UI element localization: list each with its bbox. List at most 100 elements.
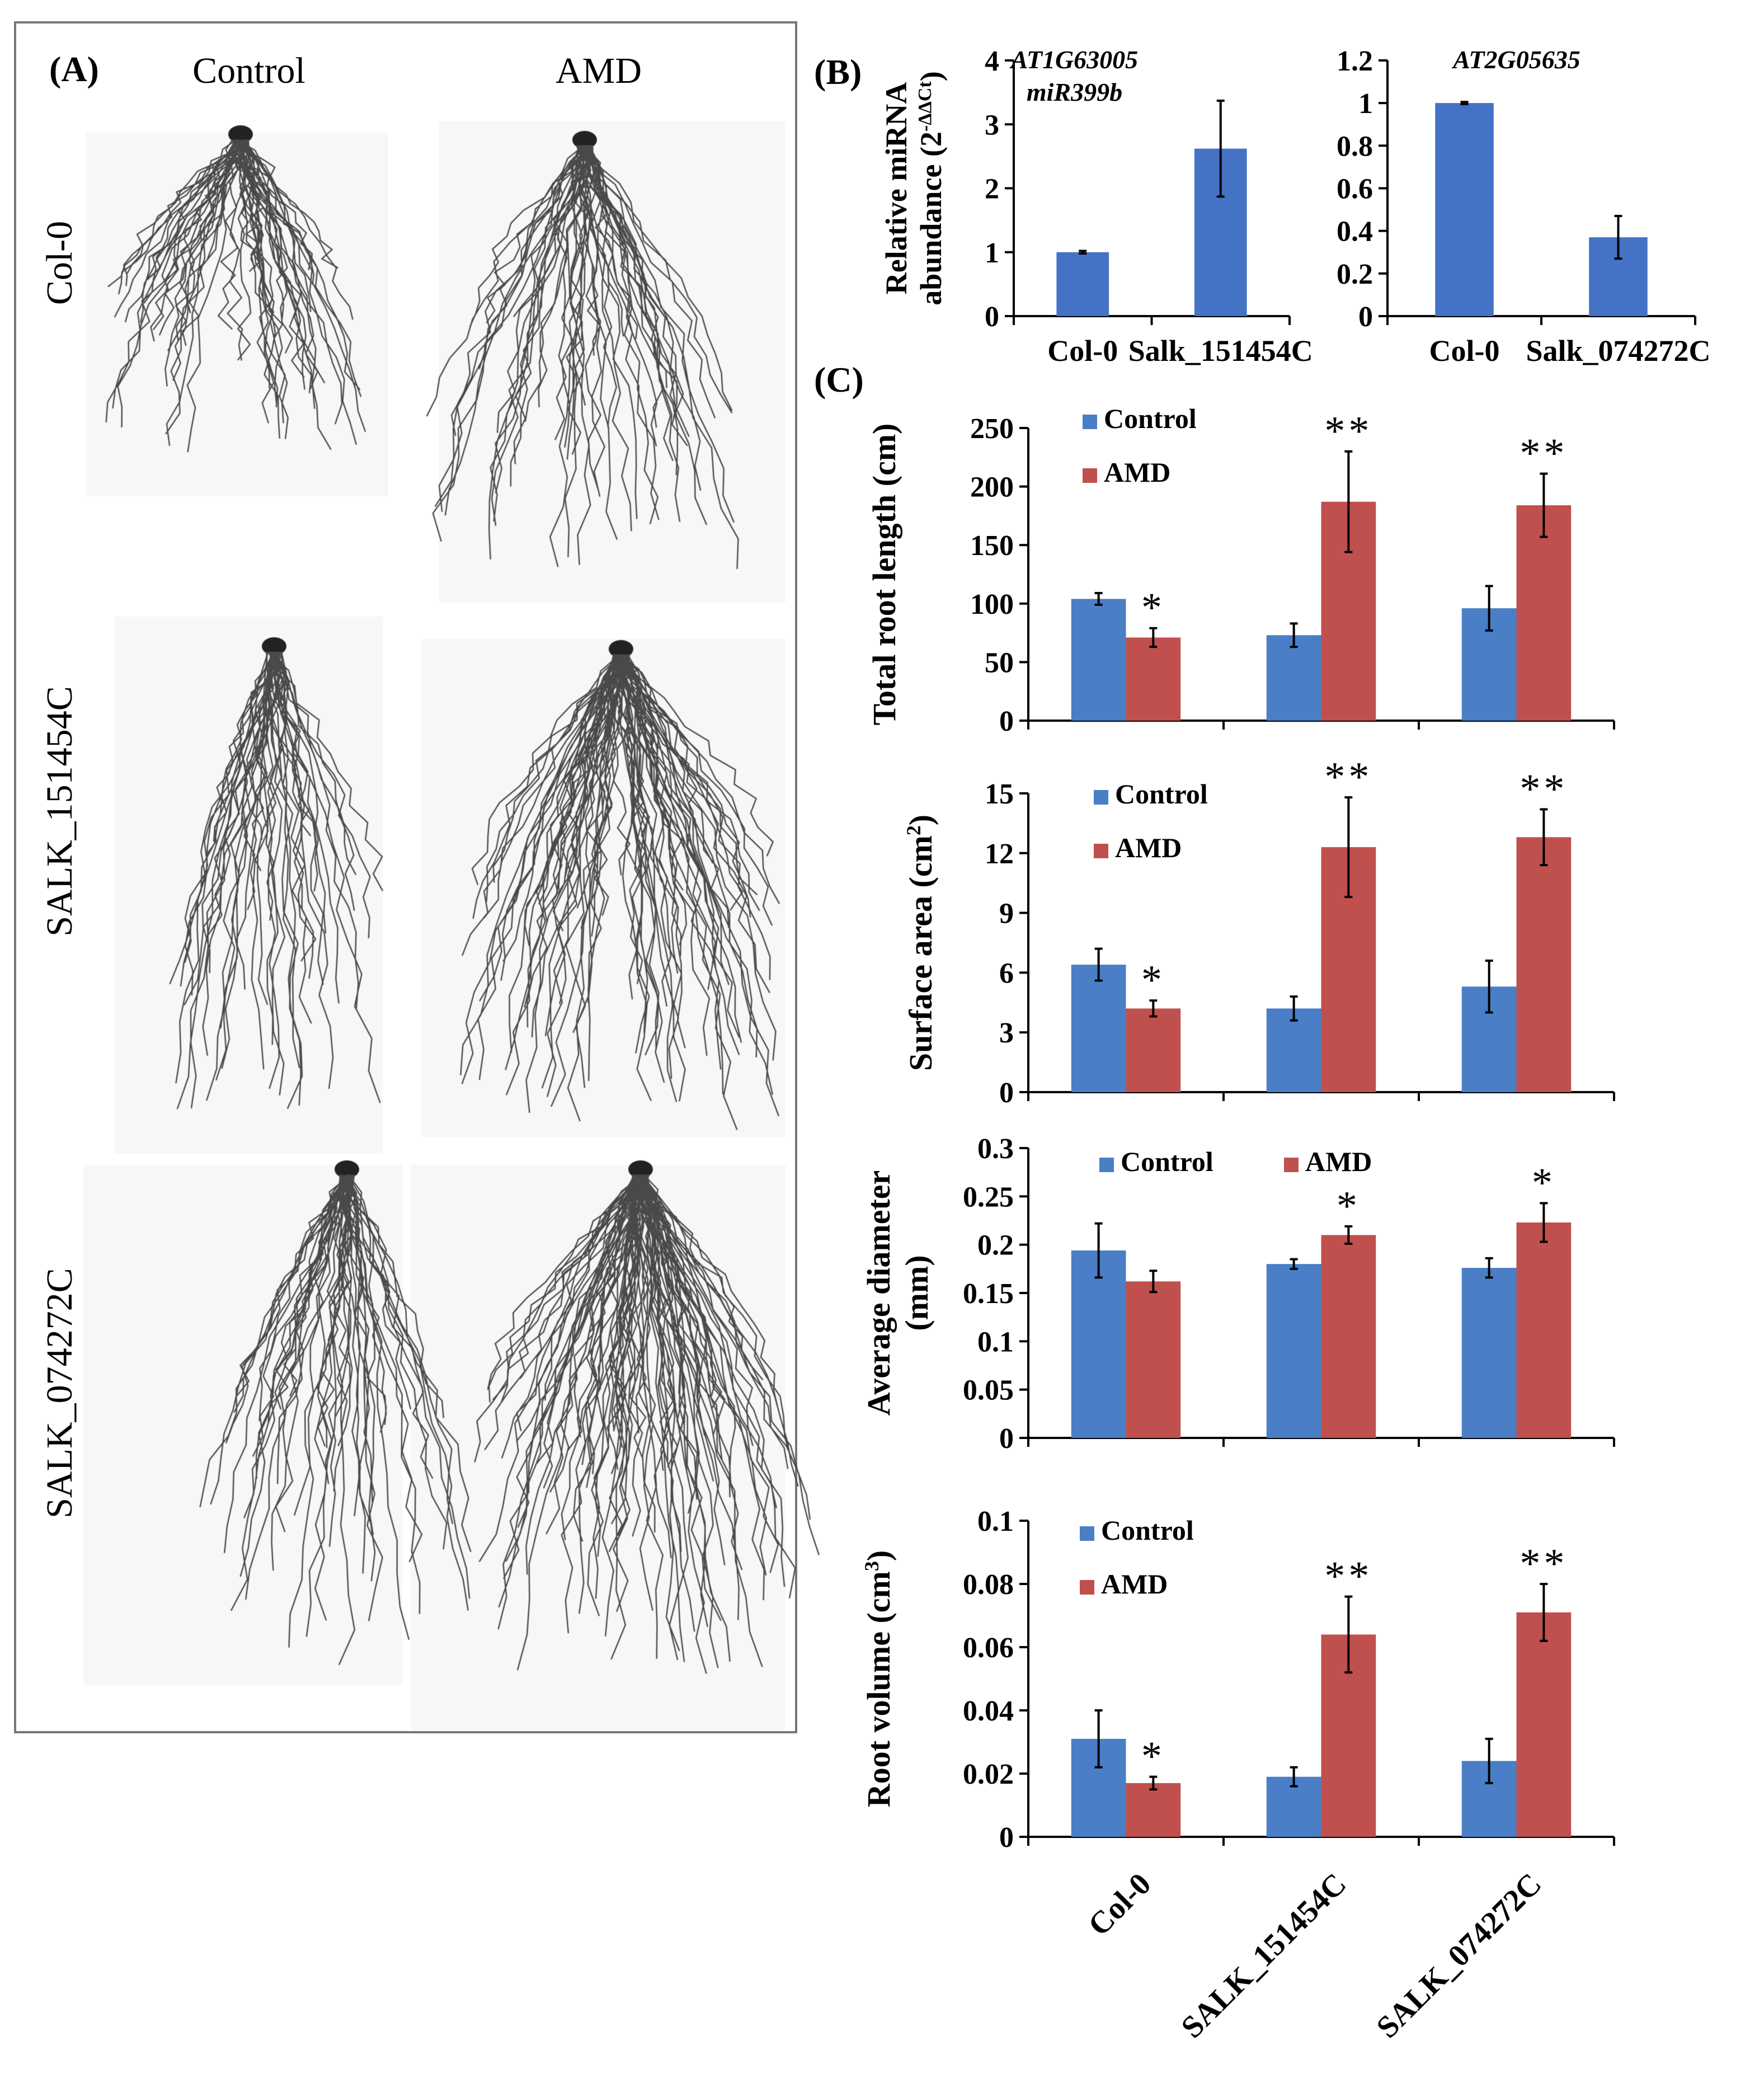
root-strand [587,145,739,570]
root-strand [166,139,249,446]
root-strand [633,1174,779,1407]
y-tick-label: 0.6 [1337,173,1373,205]
chart-c4: 0 0.02 0.04 0.06 0.08 0.1 * Col-0 ** SALK_151454C… [860,1506,1615,2045]
root-strand [613,1174,641,1612]
root-strand [426,145,587,417]
y-axis-label: Relative miRNA [879,82,913,294]
root-strand [274,1174,347,1410]
root-strand [317,1174,352,1484]
root-strand [483,654,614,919]
y-tick-label: 150 [970,530,1014,562]
root-strand [564,145,590,557]
bar-control-SALK_151454C [1266,635,1321,721]
y-tick-label: 1.2 [1337,45,1373,77]
root-crown [628,1160,653,1178]
root-strand [591,654,627,870]
root-strand [619,654,744,911]
root-strand [640,1174,731,1662]
y-tick-label: 12 [985,838,1014,870]
bar-Col-0 [1056,252,1109,316]
root-strand [578,145,733,413]
y-tick-label: 0.04 [963,1695,1014,1727]
root-system-salk074272c-control [199,1160,472,1666]
panel-b-label: (B) [814,52,862,92]
root-system-col0-amd [426,131,739,570]
root-strand [486,145,592,324]
root-strand [243,651,279,910]
root-strand [273,651,312,1024]
root-strand [225,1174,347,1444]
root-strand [281,651,381,1103]
root-strand [328,1174,350,1547]
legend-swatch-amd [1083,468,1097,483]
root-strand [107,139,246,288]
root-strand [272,651,302,1106]
root-strand [349,1174,454,1524]
y-tick-label: 0 [999,706,1014,737]
y-tick-label: 0.1 [977,1506,1014,1538]
root-strand [585,145,638,519]
root-strand [484,1174,636,1451]
y-tick-label: 1 [1358,88,1373,120]
significance-marker: ** [1324,754,1372,800]
root-strand [235,139,261,272]
legend-label-amd: AMD [1305,1146,1372,1177]
y-tick-label: 0.4 [1337,216,1373,248]
root-strand [549,145,591,567]
bar-amd-Col-0 [1126,1783,1181,1837]
root-strand [610,1174,643,1660]
legend-label-control: Control [1121,1146,1213,1177]
x-category-label: Col-0 [1081,1866,1158,1943]
root-crown [572,131,597,149]
y-tick-label: 6 [999,957,1014,989]
root-strand [592,145,735,523]
root-strand [227,139,245,361]
root-strand [245,1174,349,1600]
row-label-salk151454c: SALK_151454C [39,686,80,936]
significance-marker: * [1141,1734,1165,1780]
root-strand [176,651,279,1109]
x-category-label: SALK_151454C [1175,1866,1353,2045]
root-strand [587,654,623,1082]
root-strand [617,654,686,1048]
y-tick-label: 0 [985,301,999,333]
chart-title: AT1G63005 [1009,45,1138,74]
root-strand [479,654,617,1002]
root-strand [338,1174,469,1611]
root-strand [624,654,684,891]
root-strand [619,654,678,1102]
root-strand [538,145,591,408]
root-strand [645,1174,796,1598]
root-strand [345,1174,421,1614]
root-strand [561,145,582,448]
root-strand [525,1174,650,1575]
significance-marker: * [1141,957,1165,1003]
y-tick-label: 50 [985,647,1014,679]
bar-amd-SALK_074272C [1516,837,1572,1092]
root-strand [502,1174,636,1579]
significance-marker: ** [1520,431,1568,477]
y-tick-label: 0 [1358,301,1373,333]
root-strand [462,654,615,956]
y-tick-label: 0.02 [963,1759,1014,1790]
root-system-salk151454c-amd [460,640,780,1130]
root-strand [488,1174,646,1403]
root-strand [438,145,585,512]
y-tick-label: 250 [970,413,1014,445]
root-strand [617,654,774,857]
root-strand [335,1174,352,1417]
root-strand [619,654,742,1043]
y-tick-label: 3 [985,109,999,141]
root-strand [615,654,711,1056]
legend-label-control: Control [1101,1515,1194,1546]
root-strand [615,654,760,911]
bar-control-SALK_151454C [1266,1264,1321,1438]
root-strand [623,654,679,1079]
root-strand [238,139,361,391]
y-tick-label: 0.15 [963,1278,1014,1310]
root-strand [586,1174,647,1488]
root-strand [618,654,722,1070]
root-strand [614,654,643,984]
legend-swatch-control [1094,790,1108,805]
legend-label-control: Control [1104,403,1197,434]
